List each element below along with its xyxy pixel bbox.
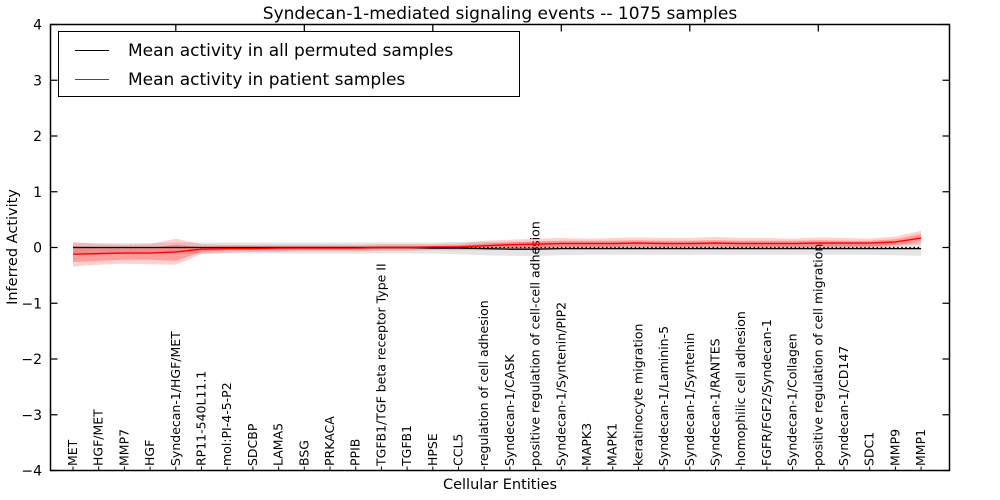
- x-tick-label: HGF/MET: [91, 409, 106, 466]
- x-tick-label: Syndecan-1/Syntenin/PIP2: [553, 302, 568, 466]
- x-tick-label: TGFB1/TGF beta receptor Type II: [373, 263, 388, 467]
- x-tick-label: MAPK3: [579, 423, 594, 466]
- x-tick-label: MAPK1: [605, 423, 620, 466]
- axis-frame: [49, 23, 951, 472]
- x-tick-label: Syndecan-1/RANTES: [708, 338, 723, 466]
- x-tick-label: TGFB1: [399, 425, 414, 467]
- x-tick-label: Syndecan-1/HGF/MET: [168, 331, 183, 466]
- y-tick-label: 2: [33, 129, 42, 145]
- band-patient-sample-range-inner: [73, 234, 922, 262]
- x-tick-label: FGFR/FGF2/Syndecan-1: [759, 319, 774, 466]
- x-tick-label: Syndecan-1/Collagen: [785, 333, 800, 466]
- x-axis-label: Cellular Entities: [442, 477, 558, 493]
- legend-line-sample-permuted: [75, 50, 109, 51]
- legend-line-sample-patient: [75, 79, 109, 80]
- x-tick-label: MMP1: [913, 429, 928, 466]
- x-tick-label: Syndecan-1/CASK: [502, 354, 517, 466]
- legend-label-permuted: Mean activity in all permuted samples: [128, 40, 454, 61]
- x-tick-label: PRKACA: [322, 416, 337, 466]
- x-tick-label: HGF: [142, 440, 157, 466]
- x-tick-label: regulation of cell adhesion: [476, 300, 491, 466]
- x-tick-label: Syndecan-1/Laminin-5: [656, 326, 671, 466]
- legend-item-patient: Mean activity in patient samples: [75, 65, 519, 94]
- x-tick-label: RP11-540L11.1: [194, 371, 209, 466]
- legend: Mean activity in all permuted samples Me…: [58, 31, 520, 97]
- chart-title: Syndecan-1-mediated signaling events -- …: [262, 4, 738, 24]
- y-tick-label: 0: [33, 241, 42, 257]
- x-tick-label: MMP9: [887, 429, 902, 466]
- x-tick-label: positive regulation of cell-cell adhesio…: [528, 221, 543, 466]
- x-tick-label: positive regulation of cell migration: [810, 244, 825, 466]
- x-tick-label: MET: [65, 439, 80, 466]
- y-tick-label: 1: [33, 185, 42, 201]
- x-tick-label: keratinocyte migration: [630, 324, 645, 466]
- y-tick-label: 4: [33, 18, 42, 34]
- series-line-patient: [72, 237, 922, 255]
- y-tick-label: 3: [33, 73, 42, 89]
- x-tick-label: SDCBP: [245, 423, 260, 466]
- legend-label-patient: Mean activity in patient samples: [128, 69, 406, 90]
- legend-item-permuted: Mean activity in all permuted samples: [75, 36, 519, 65]
- x-tick-label: Syndecan-1/CD147: [836, 346, 851, 466]
- x-tick-label: SDC1: [862, 432, 877, 466]
- x-tick-label: LAMA5: [271, 423, 286, 466]
- x-tick-label: MMP7: [116, 429, 131, 466]
- x-tick-label: Syndecan-1/Syntenin: [682, 333, 697, 466]
- x-tick-label: homophilic cell adhesion: [733, 311, 748, 466]
- x-tick-label: CCL5: [451, 434, 466, 466]
- y-tick-label: −2: [21, 352, 42, 368]
- x-tick-label: mol:PI-4-5-P2: [219, 382, 234, 466]
- y-tick-label: −4: [21, 464, 42, 480]
- x-tick-label: HPSE: [425, 433, 440, 466]
- series-line-permuted: [73, 246, 922, 250]
- x-tick-label: PPIB: [348, 439, 363, 466]
- y-tick-label: −3: [21, 408, 42, 424]
- x-tick-label: BSG: [296, 440, 311, 466]
- y-tick-label: −1: [21, 296, 42, 312]
